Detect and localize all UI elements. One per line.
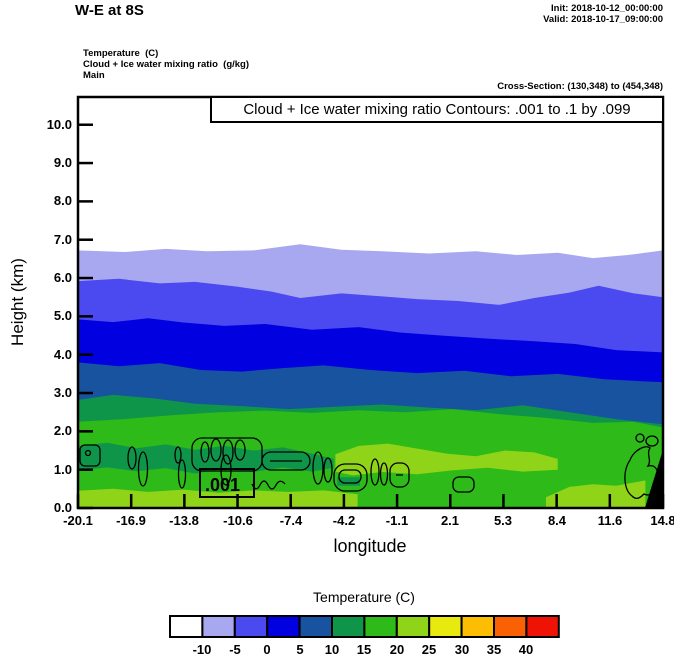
colorbar-tick-label: 40 [518, 642, 534, 657]
colorbar-cell [201, 615, 236, 638]
y-tick-label: 1.0 [53, 462, 72, 477]
valid-timestamp: Valid: 2018-10-17_09:00:00 [543, 14, 663, 25]
colorbar-cell [525, 615, 560, 638]
x-axis-ticks [76, 494, 665, 508]
x-tick-label: -10.6 [223, 513, 253, 528]
y-axis-label: Height (km) [8, 258, 27, 346]
contour-label-group: .001 [199, 468, 255, 498]
x-tick-label: -16.9 [116, 513, 146, 528]
x-axis-label: longitude [333, 536, 407, 556]
y-tick-label: 5.0 [53, 308, 72, 323]
colorbar-tick-label: 5 [296, 642, 304, 657]
contour-label-text: .001 [205, 475, 240, 495]
y-tick-label: 8.0 [53, 193, 72, 208]
colorbar [169, 615, 560, 638]
colorbar-cell [363, 615, 398, 638]
x-tick-label: -1.1 [385, 513, 409, 528]
y-tick-label: 9.0 [53, 155, 72, 170]
colorbar-tick-label: 15 [356, 642, 372, 657]
colorbar-cell [266, 615, 301, 638]
colorbar-cell [493, 615, 528, 638]
x-tick-label: -4.2 [332, 513, 356, 528]
colorbar-tick-label: -5 [229, 642, 241, 657]
y-tick-label: 4.0 [53, 347, 72, 362]
colorbar-title: Temperature (C) [313, 589, 415, 605]
x-tick-label: 14.8 [650, 513, 674, 528]
x-tick-label: -13.8 [169, 513, 199, 528]
cross-section-coords: Cross-Section: (130,348) to (454,348) [497, 81, 663, 92]
colorbar-cell [233, 615, 269, 638]
terrain-fill [644, 449, 663, 508]
y-tick-label: 6.0 [53, 270, 72, 285]
colorbar-tick-label: 30 [454, 642, 470, 657]
colorbar-cell [331, 615, 366, 638]
temperature-patches [78, 442, 646, 508]
y-tick-label: 3.0 [53, 385, 72, 400]
terrain-wedge [644, 449, 663, 508]
colorbar-tick-label: 10 [324, 642, 340, 657]
x-tick-label: -7.4 [279, 513, 303, 528]
x-tick-label: -20.1 [63, 513, 93, 528]
colorbar-tick-label: 0 [263, 642, 271, 657]
x-tick-label: 5.3 [493, 513, 513, 528]
colorbar-tick-label: -10 [192, 642, 212, 657]
field-label-cloud-ice: Cloud + Ice water mixing ratio (g/kg) [83, 59, 250, 70]
field-label-main: Main [83, 70, 105, 81]
y-tick-label: 10.0 [46, 117, 72, 132]
contour-label-box [199, 468, 255, 498]
colorbar-tick-label: 20 [389, 642, 405, 657]
colorbar-cell [395, 615, 431, 638]
patch-inversion-layer-10-15C [78, 442, 334, 474]
x-tick-label: 8.4 [547, 513, 567, 528]
y-tick-label: 7.0 [53, 232, 72, 247]
colorbar-tick-label: 25 [421, 642, 437, 657]
colorbar-cell [298, 615, 334, 638]
patch-surface-left-20-25C [78, 488, 358, 508]
colorbar-cell [428, 615, 463, 638]
field-label-temperature: Temperature (C) [83, 48, 159, 59]
contour-title-box: Cloud + Ice water mixing ratio Contours:… [210, 96, 664, 123]
y-axis-ticks [78, 123, 93, 510]
colorbar-cell [169, 615, 204, 638]
patch-cloud-top-patch-10-15C [337, 477, 360, 486]
x-tick-label: 2.1 [440, 513, 460, 528]
y-tick-label: 2.0 [53, 423, 72, 438]
colorbar-cell [460, 615, 496, 638]
colorbar-tick-label: 35 [486, 642, 502, 657]
x-tick-label: 11.6 [597, 513, 623, 528]
y-tick-label: 0.0 [53, 500, 72, 515]
patch-surface-right-20-25C [546, 480, 646, 508]
page-title: W-E at 8S [75, 2, 144, 19]
init-timestamp: Init: 2018-10-12_00:00:00 [551, 3, 663, 14]
